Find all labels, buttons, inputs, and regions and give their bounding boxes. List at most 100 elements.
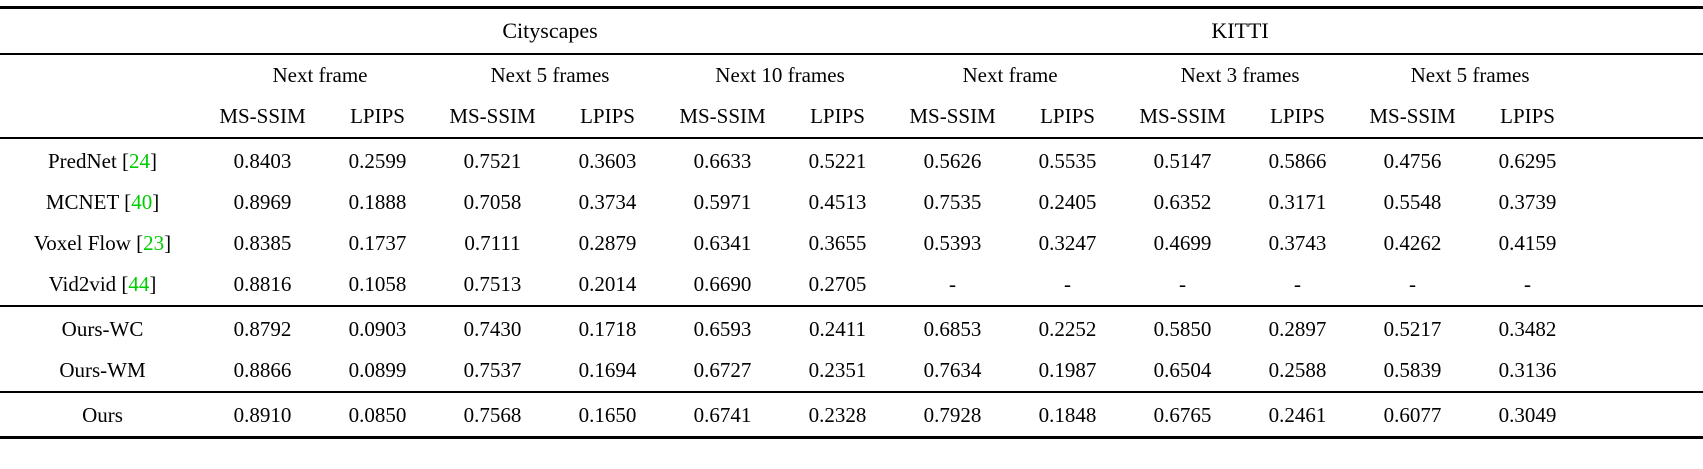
method-cell: Ours <box>82 403 123 427</box>
value-cell: 0.4756 <box>1383 149 1442 173</box>
value-cell: 0.2897 <box>1268 317 1327 341</box>
corner-cell <box>0 7 205 55</box>
value-cell: 0.4699 <box>1153 231 1212 255</box>
value-cell: 0.3247 <box>1038 231 1097 255</box>
value-cell: 0.7513 <box>463 272 522 296</box>
value-cell: - <box>1524 272 1532 296</box>
metric-header: LPIPS <box>1470 96 1586 139</box>
value-cell: - <box>1064 272 1072 296</box>
citation-link[interactable]: 44 <box>128 272 150 296</box>
value-cell: 0.7535 <box>923 190 982 214</box>
dataset-header-row: Cityscapes KITTI <box>0 7 1703 55</box>
value-cell: 0.8866 <box>233 358 292 382</box>
value-cell: 0.3655 <box>808 231 867 255</box>
method-cell: MCNET [40] <box>45 190 160 214</box>
value-cell: - <box>1294 272 1302 296</box>
value-cell: 0.2014 <box>578 272 637 296</box>
value-cell: 0.2411 <box>809 317 867 341</box>
value-cell: 0.6633 <box>693 149 752 173</box>
value-cell: 0.7430 <box>463 317 522 341</box>
spacer-cell <box>1585 350 1703 392</box>
frame-group-header: Next 5 frames <box>1410 63 1530 87</box>
value-cell: 0.2351 <box>808 358 867 382</box>
citation-link[interactable]: 23 <box>143 231 165 255</box>
value-cell: 0.6741 <box>693 403 752 427</box>
spacer-cell <box>1585 223 1703 264</box>
value-cell: 0.5850 <box>1153 317 1212 341</box>
spacer-cell <box>1585 182 1703 223</box>
metric-header: MS-SSIM <box>895 96 1011 139</box>
spacer-cell <box>1585 96 1703 139</box>
method-cell: Voxel Flow [23] <box>33 231 172 255</box>
value-cell: 0.4513 <box>808 190 867 214</box>
value-cell: 0.7058 <box>463 190 522 214</box>
metric-header: LPIPS <box>550 96 665 139</box>
spacer-cell <box>1585 7 1703 55</box>
value-cell: 0.3482 <box>1498 317 1557 341</box>
baseline-methods-group: PredNet [24] 0.8403 0.2599 0.7521 0.3603 0.66… <box>0 138 1703 306</box>
metric-header: LPIPS <box>780 96 896 139</box>
value-cell: 0.2599 <box>348 149 407 173</box>
value-cell: 0.7537 <box>463 358 522 382</box>
value-cell: - <box>1409 272 1417 296</box>
value-cell: 0.8792 <box>233 317 292 341</box>
table-row: Ours-WC 0.8792 0.0903 0.7430 0.1718 0.6593 0.2… <box>0 306 1703 350</box>
value-cell: 0.8910 <box>233 403 292 427</box>
value-cell: 0.5548 <box>1383 190 1442 214</box>
table-row: MCNET [40] 0.8969 0.1888 0.7058 0.3734 0.5971… <box>0 182 1703 223</box>
method-cell: Vid2vid [44] <box>48 272 157 296</box>
value-cell: 0.5221 <box>808 149 867 173</box>
spacer-cell <box>1585 54 1703 96</box>
value-cell: 0.6352 <box>1153 190 1212 214</box>
value-cell: 0.7634 <box>923 358 982 382</box>
table-row: Voxel Flow [23] 0.8385 0.1737 0.7111 0.2879 0… <box>0 223 1703 264</box>
table-row: Ours 0.8910 0.0850 0.7568 0.1650 0.6741 0.2328… <box>0 392 1703 438</box>
value-cell: 0.6853 <box>923 317 982 341</box>
frame-group-header: Next frame <box>962 63 1058 87</box>
value-cell: 0.2588 <box>1268 358 1327 382</box>
frame-group-header: Next 10 frames <box>715 63 845 87</box>
dataset-header-cityscapes: Cityscapes <box>205 7 896 55</box>
value-cell: 0.6727 <box>693 358 752 382</box>
value-cell: - <box>949 272 957 296</box>
value-cell: 0.5971 <box>693 190 752 214</box>
metric-header: MS-SSIM <box>435 96 550 139</box>
value-cell: 0.6295 <box>1498 149 1557 173</box>
value-cell: 0.5866 <box>1268 149 1327 173</box>
value-cell: 0.6765 <box>1153 403 1212 427</box>
value-cell: 0.8403 <box>233 149 292 173</box>
metric-header: MS-SSIM <box>1355 96 1471 139</box>
metric-header: LPIPS <box>1010 96 1126 139</box>
value-cell: 0.1848 <box>1038 403 1097 427</box>
method-cell: Ours-WC <box>61 317 144 341</box>
citation-link[interactable]: 24 <box>129 149 151 173</box>
table-header: Cityscapes KITTI Next frame Next 5 frame… <box>0 7 1703 139</box>
value-cell: 0.2252 <box>1038 317 1097 341</box>
value-cell: 0.2461 <box>1268 403 1327 427</box>
value-cell: 0.1058 <box>348 272 407 296</box>
metric-header: MS-SSIM <box>1125 96 1241 139</box>
citation-link[interactable]: 40 <box>131 190 153 214</box>
value-cell: 0.5147 <box>1153 149 1212 173</box>
table-row: PredNet [24] 0.8403 0.2599 0.7521 0.3603 0.66… <box>0 138 1703 182</box>
method-cell: PredNet [24] <box>47 149 158 173</box>
value-cell: 0.3734 <box>578 190 637 214</box>
results-table: Cityscapes KITTI Next frame Next 5 frame… <box>0 6 1703 439</box>
value-cell: 0.1718 <box>578 317 637 341</box>
value-cell: 0.8969 <box>233 190 292 214</box>
value-cell: 0.2879 <box>578 231 637 255</box>
value-cell: 0.4159 <box>1498 231 1557 255</box>
spacer-cell <box>1585 264 1703 306</box>
value-cell: 0.7521 <box>463 149 522 173</box>
value-cell: 0.6341 <box>693 231 752 255</box>
value-cell: 0.2405 <box>1038 190 1097 214</box>
value-cell: 0.5217 <box>1383 317 1442 341</box>
spacer-cell <box>1585 138 1703 182</box>
frame-group-header: Next 3 frames <box>1180 63 1300 87</box>
value-cell: 0.1737 <box>348 231 407 255</box>
value-cell: 0.6593 <box>693 317 752 341</box>
dataset-header-kitti: KITTI <box>895 7 1586 55</box>
value-cell: 0.1650 <box>578 403 637 427</box>
value-cell: 0.4262 <box>1383 231 1442 255</box>
value-cell: 0.1987 <box>1038 358 1097 382</box>
